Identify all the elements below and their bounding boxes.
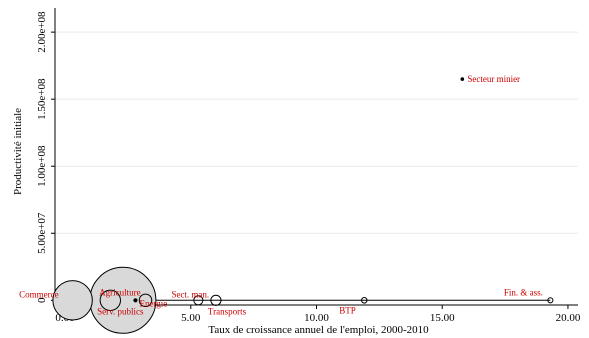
point-label-1: Agriculture [99, 287, 140, 297]
y-tick-label-3: 1.50e+08 [36, 78, 48, 120]
bubble-0 [52, 280, 93, 321]
point-label-8: Fin. & ass. [504, 287, 543, 297]
point-label-2: Serv. publics [97, 306, 144, 316]
y-tick-label-0: 0 [36, 297, 48, 303]
bubble-6 [210, 294, 222, 306]
y-axis-label: Productivité initiale [12, 108, 24, 195]
point-label-9: Secteur minier [467, 74, 520, 84]
bubble-3 [133, 298, 138, 303]
x-axis-label: Taux de croissance annuel de l'emploi, 2… [208, 324, 429, 336]
y-tick-label-4: 2.00e+08 [36, 11, 48, 53]
point-label-6: Transports [208, 306, 247, 316]
point-label-7: BTP [339, 305, 356, 315]
x-tick-label-2: 10.00 [304, 312, 329, 324]
y-tick-label-2: 1.00e+08 [36, 145, 48, 187]
gridlines [55, 31, 578, 234]
bubble-9 [460, 77, 465, 81]
point-label-0: Commerce [19, 289, 59, 299]
y-tick-label-1: 5.00e+07 [36, 212, 48, 254]
ticks: 0.005.0010.0015.0020.0005.00e+071.00e+08… [36, 11, 581, 324]
bubble-8 [547, 297, 554, 304]
bubble-7 [360, 297, 368, 304]
bubble-4 [138, 293, 153, 308]
x-tick-label-4: 20.00 [556, 312, 581, 324]
axes [54, 8, 578, 306]
point-label-5: Sect. man. [171, 289, 209, 299]
bubble-2 [99, 289, 122, 311]
bubbles [52, 77, 554, 334]
point-label-3: Energie [139, 298, 167, 308]
x-tick-label-3: 15.00 [430, 312, 455, 324]
x-tick-label-1: 5.00 [181, 312, 201, 324]
bubble-5 [193, 295, 204, 306]
